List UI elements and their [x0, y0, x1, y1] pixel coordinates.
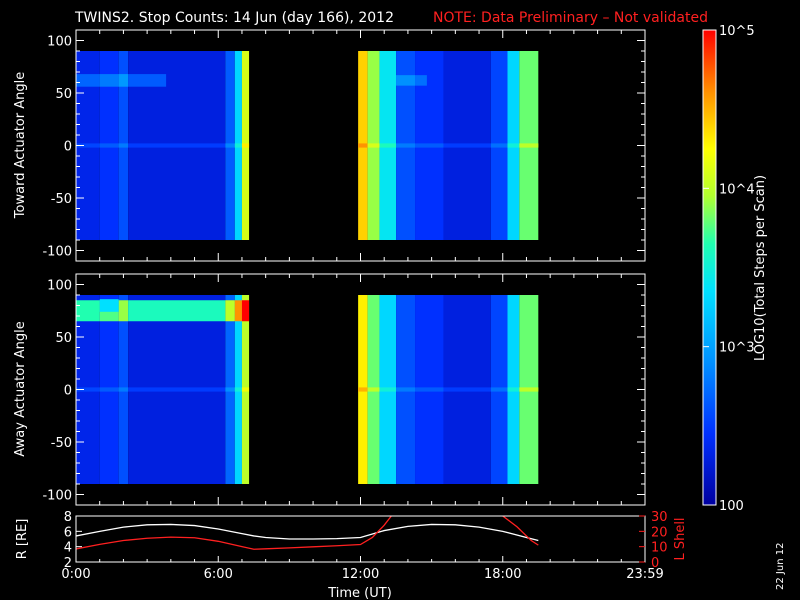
r-tick-label: 2 [64, 556, 72, 571]
time-tick-label: 0:00 [61, 567, 90, 582]
l-shell-tick-label: 30 [651, 510, 668, 525]
heatmap-band [241, 300, 250, 322]
heatmap-band [490, 387, 508, 392]
heatmap-band [234, 143, 242, 148]
time-tick-label: 6:00 [204, 567, 233, 582]
heatmap-band [76, 300, 100, 322]
away-actuator-angle-panel: 100 50 0 -50 -100 Away Actuator Angle [13, 273, 646, 506]
orbit-panel-frame [75, 515, 646, 563]
heatmap-band [241, 387, 250, 392]
heatmap-band [358, 143, 368, 148]
heatmap-band [490, 143, 508, 148]
y-tick-label: -100 [42, 245, 72, 260]
heatmap-band [519, 143, 539, 148]
colorbar-label: LOG10(Total Steps per Scan) [753, 175, 768, 361]
heatmap-band [396, 75, 416, 86]
heatmap-band [396, 387, 416, 392]
colorbar-tick-label: 100 [719, 499, 744, 514]
y-tick-label: -50 [51, 192, 72, 207]
heatmap-band [241, 143, 250, 148]
colorbar: 10^5 10^4 10^3 100 LOG10(Total Steps per Sc… [702, 24, 768, 514]
heatmap-band [128, 387, 226, 392]
heatmap-band [507, 143, 520, 148]
toward-axis: 100 50 0 -50 -100 [42, 30, 646, 261]
colorbar-ticks: 10^5 10^4 10^3 100 [703, 24, 755, 514]
footer-date: 22 Jun 12 [775, 543, 786, 590]
orbit-lines [76, 516, 539, 550]
y-tick-label: 100 [47, 279, 72, 294]
colorbar-gradient [703, 30, 716, 505]
time-tick-label: 12:00 [342, 567, 379, 582]
y-tick-label: -50 [51, 436, 72, 451]
heatmap-band [443, 143, 491, 148]
colorbar-tick-label: 10^5 [719, 24, 755, 39]
away-ylabel: Away Actuator Angle [13, 321, 28, 456]
heatmap-band [118, 74, 129, 87]
r-tick-label: 6 [64, 525, 72, 540]
y-tick-label: 0 [64, 140, 72, 155]
heatmap-band [225, 143, 235, 148]
toward-actuator-angle-panel: 100 50 0 -50 -100 Toward Actuator Angle [13, 29, 646, 262]
heatmap-band [99, 143, 119, 148]
colorbar-frame [702, 29, 717, 506]
heatmap-band [225, 387, 235, 392]
heatmap-band [99, 74, 119, 87]
l-shell-ylabel: L Shell [673, 517, 688, 560]
toward-ylabel: Toward Actuator Angle [13, 72, 28, 219]
heatmap-band [415, 75, 427, 86]
heatmap-band [99, 387, 119, 392]
y-tick-label: 50 [55, 87, 72, 102]
away-heatmap [76, 295, 539, 484]
r-tick-label: 8 [64, 510, 72, 525]
colorbar-tick-label: 10^3 [719, 341, 755, 356]
heatmap-band [118, 143, 129, 148]
heatmap-band [128, 74, 167, 87]
figure-title: TWINS2. Stop Counts: 14 Jun (day 166), 2… [74, 10, 394, 26]
time-tick-label: 18:00 [484, 567, 521, 582]
r-tick-label: 4 [64, 541, 72, 556]
heatmap-band [443, 387, 491, 392]
l-shell-line-segment [502, 516, 539, 546]
colorbar-tick-label: 10^4 [719, 182, 755, 197]
l-shell-tick-label: 0 [651, 556, 659, 571]
toward-heatmap [76, 51, 539, 240]
heatmap-band [358, 387, 368, 392]
preliminary-note: NOTE: Data Preliminary – Not validated [433, 10, 708, 26]
heatmap-band [76, 74, 100, 87]
heatmap-band [234, 387, 242, 392]
heatmap-band [379, 143, 397, 148]
heatmap-band [519, 387, 539, 392]
heatmap-band [128, 300, 226, 322]
heatmap-band [76, 143, 100, 148]
heatmap-band [118, 300, 129, 322]
heatmap-band [415, 143, 444, 148]
heatmap-band [234, 300, 242, 322]
time-tick-label: 23:59 [626, 567, 663, 582]
y-tick-label: 100 [47, 35, 72, 50]
heatmap-band [99, 299, 119, 312]
y-tick-label: 50 [55, 331, 72, 346]
y-tick-label: 0 [64, 384, 72, 399]
y-tick-label: -100 [42, 489, 72, 504]
heatmap-band [367, 387, 380, 392]
r-re-ylabel: R [RE] [15, 519, 30, 560]
heatmap-band [396, 143, 416, 148]
heatmap-band [118, 387, 129, 392]
heatmap-band [367, 143, 380, 148]
r-re-line [76, 523, 539, 542]
l-shell-tick-label: 20 [651, 525, 668, 540]
heatmap-band [415, 387, 444, 392]
heatmap-band [76, 387, 100, 392]
heatmap-band [507, 387, 520, 392]
heatmap-band [379, 387, 397, 392]
l-shell-line [76, 516, 392, 550]
away-axis: 100 50 0 -50 -100 [42, 274, 646, 505]
heatmap-band [225, 300, 235, 322]
l-shell-tick-label: 10 [651, 541, 668, 556]
heatmap-band [128, 143, 226, 148]
time-xlabel: Time (UT) [327, 586, 392, 600]
